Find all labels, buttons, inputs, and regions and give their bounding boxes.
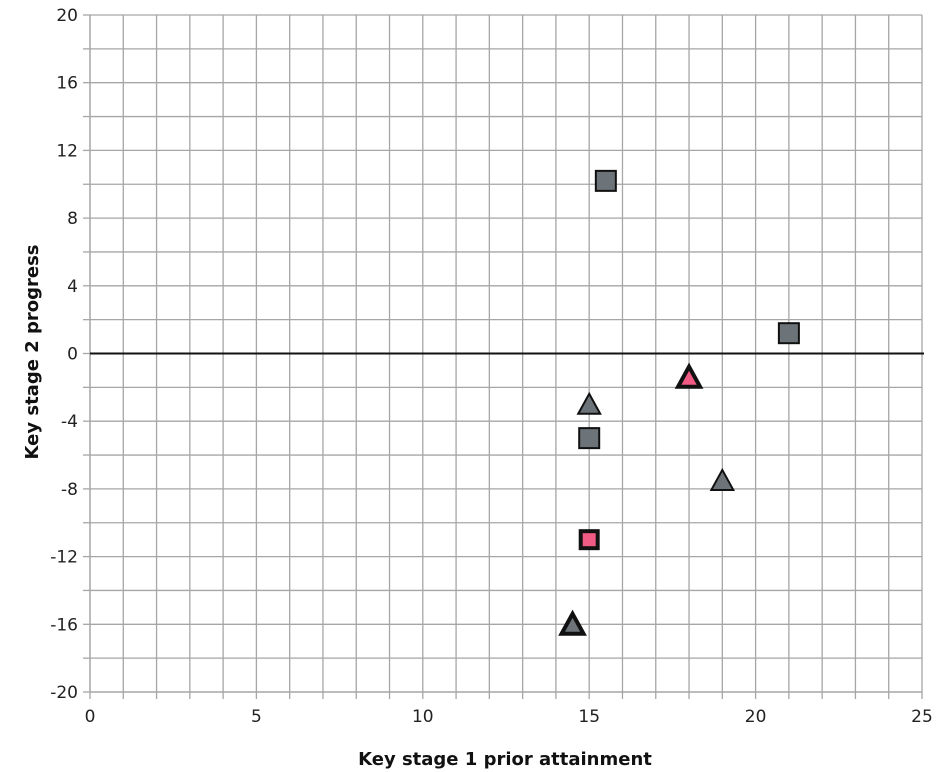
- x-tick-label: 20: [745, 707, 767, 727]
- y-tick-label: 20: [56, 6, 78, 26]
- data-point-triangle: [674, 362, 704, 389]
- y-tick-label: -4: [61, 412, 78, 432]
- data-point-square: [578, 427, 601, 450]
- data-point-square: [578, 529, 600, 551]
- data-point-triangle: [558, 609, 587, 636]
- data-point-square: [594, 169, 617, 192]
- y-tick-label: 4: [67, 277, 78, 297]
- y-tick-label: 0: [67, 345, 78, 365]
- data-point-triangle: [709, 467, 736, 491]
- x-tick-label: 15: [578, 707, 600, 727]
- y-tick-label: -16: [50, 615, 78, 635]
- x-tick-label: 25: [911, 707, 933, 727]
- x-tick-label: 10: [412, 707, 434, 727]
- y-tick-label: 12: [56, 141, 78, 161]
- axes: [83, 14, 924, 699]
- data-point-triangle: [576, 391, 602, 415]
- x-tick-label: 0: [85, 707, 96, 727]
- data-points: [558, 169, 800, 636]
- x-axis-title: Key stage 1 prior attainment: [358, 749, 652, 770]
- data-point-square: [777, 322, 800, 345]
- y-tick-label: 8: [67, 209, 78, 229]
- y-axis-title: Key stage 2 progress: [22, 245, 43, 460]
- tick-labels: 0 5 10 15 20 25 -20 -16 -12 -8 -4 0 4 8 12 16 20: [50, 6, 933, 727]
- y-tick-label: -20: [50, 683, 78, 703]
- y-tick-label: -8: [61, 480, 78, 500]
- x-tick-label: 5: [251, 707, 262, 727]
- y-tick-label: 16: [56, 74, 78, 94]
- y-tick-label: -12: [50, 548, 78, 568]
